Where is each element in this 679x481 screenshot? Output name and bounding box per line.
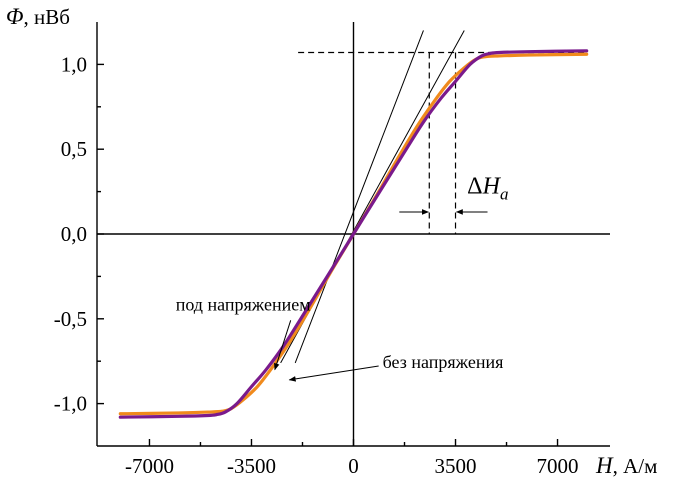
tangent-line	[294, 30, 424, 364]
y-tick-label: -1,0	[54, 392, 87, 416]
annotation-arrow-no-voltage	[288, 365, 379, 382]
y-axis-title: Φ, нВб	[6, 4, 70, 29]
series-line-2	[118, 49, 589, 419]
y-ticks: -1,0 -0,5 0,0 0,5 1,0	[54, 52, 104, 416]
dashed-guides	[298, 51, 587, 234]
x-axis-title: H, А/м	[595, 453, 657, 478]
y-axis-unit: , нВб	[24, 5, 70, 29]
y-tick-label: 0,5	[61, 137, 87, 161]
x-axis-symbol: H	[595, 453, 614, 478]
annotation-arrow-under-voltage	[274, 320, 292, 371]
y-tick-label: 0,0	[61, 222, 87, 246]
x-tick-label: -7000	[125, 454, 174, 478]
series-group	[118, 49, 589, 419]
y-tick-label: -0,5	[54, 307, 87, 331]
x-tick-label: 7000	[537, 454, 579, 478]
annotation-under-voltage: под напряжением	[176, 294, 311, 314]
delta-h-label: ΔHa	[467, 173, 508, 203]
x-tick-label: -3500	[227, 454, 276, 478]
x-ticks: -7000 -3500 0 3500 7000	[125, 439, 579, 478]
x-tick-label: 3500	[435, 454, 477, 478]
y-tick-label: 1,0	[61, 52, 87, 76]
x-tick-label: 0	[348, 454, 359, 478]
annotations: под напряжением без напряжения ΔHa	[176, 173, 508, 382]
y-axis-symbol: Φ	[6, 4, 24, 29]
annotation-no-voltage: без напряжения	[383, 352, 504, 372]
x-axis-unit: , А/м	[613, 454, 658, 478]
